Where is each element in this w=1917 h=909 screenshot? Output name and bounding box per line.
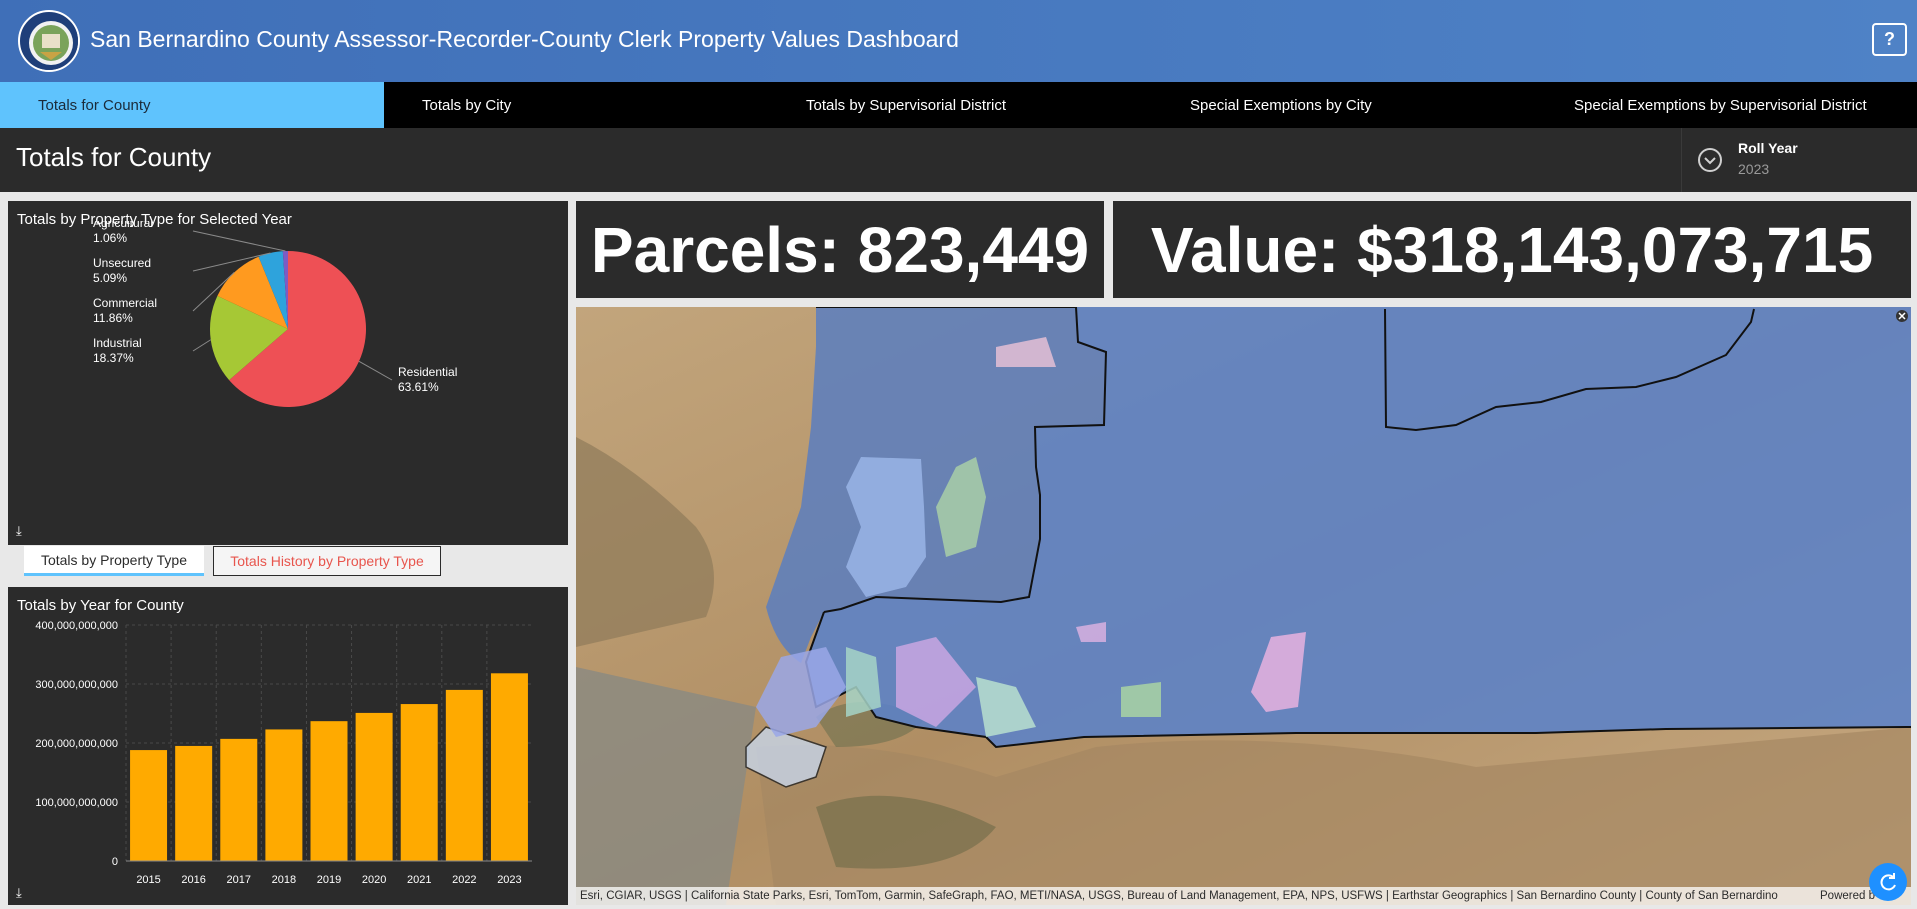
value-stat: Value: $318,143,073,715 bbox=[1113, 201, 1911, 298]
download-icon[interactable]: ⤓ bbox=[16, 523, 22, 538]
bar-chart: 0 100,000,000,000 200,000,000,000 300,000,0… bbox=[35, 620, 532, 886]
roll-year-value: 2023 bbox=[1738, 161, 1770, 177]
pie-slice-commercial[interactable] bbox=[217, 256, 288, 329]
bar-x-tick-label: 2020 bbox=[362, 874, 386, 886]
main-nav: Totals for County Totals by City Totals … bbox=[0, 82, 1917, 128]
bar-x-tick-label: 2022 bbox=[452, 874, 476, 886]
expand-icon[interactable] bbox=[1895, 309, 1909, 323]
county-seal-icon bbox=[18, 10, 80, 72]
pie-label-industrial: Industrial bbox=[93, 336, 142, 350]
pie-label-residential: Residential bbox=[398, 365, 457, 379]
pie-slice-agricultural[interactable] bbox=[282, 251, 288, 329]
pie-chart-panel: Totals by Property Type for Selected Yea… bbox=[8, 201, 568, 545]
pie-slice-industrial[interactable] bbox=[209, 295, 288, 381]
tab-special-exemptions-by-city[interactable]: Special Exemptions by City bbox=[1190, 96, 1372, 114]
page-title: Totals for County bbox=[16, 142, 212, 172]
pie-leader-line bbox=[192, 272, 235, 312]
pie-percent-agricultural: 1.06% bbox=[93, 231, 127, 245]
bar-2021[interactable] bbox=[400, 704, 438, 861]
refresh-icon bbox=[1880, 873, 1896, 891]
chevron-down-icon[interactable] bbox=[1698, 148, 1722, 172]
bar-x-tick-label: 2021 bbox=[407, 874, 431, 886]
pie-percent-commercial: 11.86% bbox=[93, 311, 133, 325]
bar-chart-title: Totals by Year for County bbox=[17, 597, 184, 614]
app-title: San Bernardino County Assessor-Recorder-… bbox=[90, 26, 959, 52]
map-attribution: Esri, CGIAR, USGS | California State Par… bbox=[576, 887, 1911, 905]
chart-tabs: Totals by Property Type Totals History b… bbox=[8, 546, 568, 586]
bar-x-tick-label: 2018 bbox=[272, 874, 296, 886]
bar-2019[interactable] bbox=[310, 721, 348, 861]
pie-percent-residential: 63.61% bbox=[398, 380, 439, 394]
download-icon[interactable]: ⤓ bbox=[16, 885, 22, 900]
pie-label-agricultural: Agricultural bbox=[93, 221, 153, 230]
pie-percent-industrial: 18.37% bbox=[93, 351, 134, 365]
pie-slice-residential[interactable] bbox=[229, 251, 366, 407]
pie-label-commercial: Commercial bbox=[93, 296, 157, 310]
bar-y-tick-label: 400,000,000,000 bbox=[35, 620, 118, 632]
bar-chart-panel: Totals by Year for County 0 100,000,000,0… bbox=[8, 587, 568, 905]
refresh-button[interactable] bbox=[1869, 863, 1907, 901]
bar-2015[interactable] bbox=[130, 750, 168, 861]
tab-totals-for-county[interactable]: Totals for County bbox=[0, 82, 384, 128]
roll-year-label: Roll Year bbox=[1738, 140, 1798, 156]
bar-2018[interactable] bbox=[265, 729, 303, 861]
bar-2016[interactable] bbox=[175, 745, 213, 861]
pie-leader-line bbox=[192, 252, 271, 272]
bar-x-tick-label: 2016 bbox=[181, 874, 205, 886]
bar-x-tick-label: 2023 bbox=[497, 874, 521, 886]
bar-2022[interactable] bbox=[445, 689, 483, 861]
county-map[interactable]: Esri, CGIAR, USGS | California State Par… bbox=[576, 307, 1911, 905]
bar-y-tick-label: 100,000,000,000 bbox=[35, 797, 118, 809]
pie-leader-line bbox=[192, 230, 286, 252]
bar-y-tick-label: 200,000,000,000 bbox=[35, 738, 118, 750]
bar-2020[interactable] bbox=[355, 712, 393, 861]
help-button[interactable]: ? bbox=[1872, 23, 1907, 56]
tab-totals-by-property-type[interactable]: Totals by Property Type bbox=[24, 546, 204, 576]
pie-slice-unsecured[interactable] bbox=[258, 251, 288, 329]
bar-x-tick-label: 2017 bbox=[227, 874, 251, 886]
map-basemap bbox=[576, 307, 1911, 905]
tab-totals-by-city[interactable]: Totals by City bbox=[422, 96, 512, 114]
bar-2023[interactable] bbox=[490, 673, 528, 861]
bar-2017[interactable] bbox=[220, 738, 258, 861]
roll-year-selector[interactable]: Roll Year 2023 bbox=[1681, 128, 1917, 192]
pie-leader-line bbox=[358, 360, 393, 381]
tab-totals-by-supervisorial-district[interactable]: Totals by Supervisorial District bbox=[806, 96, 1007, 114]
bar-y-tick-label: 0 bbox=[112, 856, 118, 868]
tab-special-exemptions-by-supervisorial-district[interactable]: Special Exemptions by Supervisorial Dist… bbox=[1574, 96, 1867, 114]
pie-percent-unsecured: 5.09% bbox=[93, 271, 127, 285]
powered-by-label[interactable]: Powered b bbox=[1820, 890, 1875, 902]
bar-x-tick-label: 2019 bbox=[317, 874, 341, 886]
parcels-stat: Parcels: 823,449 bbox=[576, 201, 1104, 298]
bar-x-tick-label: 2015 bbox=[136, 874, 160, 886]
page-header: Totals for County Roll Year 2023 bbox=[0, 128, 1917, 192]
pie-leader-line bbox=[192, 339, 212, 352]
tab-totals-history-by-property-type[interactable]: Totals History by Property Type bbox=[213, 546, 441, 576]
bar-y-tick-label: 300,000,000,000 bbox=[35, 679, 118, 691]
pie-chart-title: Totals by Property Type for Selected Yea… bbox=[17, 211, 292, 228]
pie-label-unsecured: Unsecured bbox=[93, 256, 151, 270]
app-header: San Bernardino County Assessor-Recorder-… bbox=[0, 0, 1917, 82]
